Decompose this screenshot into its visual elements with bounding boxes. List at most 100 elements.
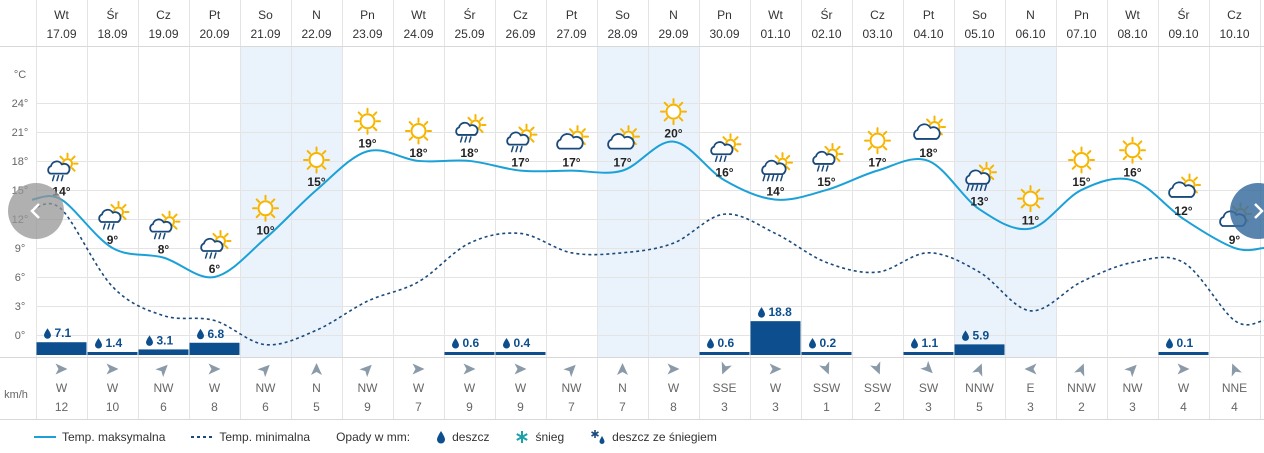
sun-ray [1181,176,1186,182]
sun-ray [270,198,276,203]
wind-arrow-shape [412,363,425,375]
sun-ray [722,136,727,141]
sun-ray [224,232,229,238]
raindrop-icon [758,307,765,318]
wind-speed: 5 [976,400,983,414]
sun-ray [530,138,535,143]
day-date: 03.10 [862,27,892,41]
wind-direction: W [464,381,476,395]
tmax-label: 6° [209,262,221,276]
wind-arrow-icon [920,360,933,374]
sun-disc [1073,151,1090,168]
sun-disc [1022,190,1039,207]
sun-icon [252,194,279,222]
sun-ray [122,215,127,221]
wind-arrow-icon [514,363,527,375]
rain-snow-icon [591,429,605,444]
day-name: Śr [1178,7,1190,22]
day-date: 07.10 [1066,27,1096,41]
tmax-label: 18° [409,146,427,160]
tmax-label: 10° [256,223,274,237]
rain-streak [519,145,523,153]
wind-arrow-shape [1074,363,1085,377]
sun-ray [1137,155,1143,161]
day-name: Pt [566,8,578,22]
legend-tmax-label: Temp. maksymalna [62,429,166,444]
day-date: 24.09 [403,27,433,41]
sun-ray [255,198,261,203]
wind-arrow-shape [617,363,628,375]
legend-tmax-swatch [34,435,56,438]
wind-unit-label: km/h [4,389,28,401]
rain-streak [162,232,166,240]
sun-ray [632,128,637,133]
legend-snow: śnieg [515,430,564,444]
wind-arrow-icon [721,361,732,375]
day-name: Wt [768,8,783,22]
sun-ray [734,147,739,153]
rain-streak [719,155,723,163]
sun-disc [869,132,886,149]
rain-streak [766,174,770,182]
day-date: 20.09 [199,27,229,41]
y-tick-label: 9° [15,243,26,255]
sun-cloud-icon [913,115,946,140]
wind-arrow-shape [463,363,476,375]
raindrop-icon [44,328,51,339]
cloud-shape [200,237,224,252]
sun-ray [479,128,484,134]
sun-shape [1017,185,1044,213]
prev-button[interactable] [8,183,64,239]
sun-ray [867,145,873,151]
rain-streak [762,174,766,182]
rain-streak [970,184,974,192]
sun-icon [405,117,432,145]
cloud-shape [455,121,479,136]
y-tick-label: 21° [12,127,29,139]
tmax-label: 13° [970,194,988,208]
sun-ray [836,157,841,163]
wind-arrow-icon [1231,363,1242,377]
precip-bar [954,344,1005,355]
wind-arrow-icon [563,364,576,378]
y-tick-label: 3° [15,301,26,313]
sun-ray [1137,140,1143,145]
tmax-label: 14° [766,185,784,199]
sun-icon [303,146,330,174]
rain-streak [468,136,472,143]
day-date: 17.09 [46,27,76,41]
wind-speed: 3 [925,400,932,414]
sun-ray [306,150,312,155]
wind-direction: NW [1123,381,1144,395]
rain-streak [771,174,775,182]
wind-arrow-icon [769,363,782,375]
wind-arrow-icon [359,364,372,378]
wind-direction: W [107,381,119,395]
precip-value: 0.1 [1177,336,1194,350]
raindrop-icon [911,338,918,349]
wind-arrow-shape [972,363,983,377]
sun-ray [357,111,363,116]
sun-icon [864,127,891,155]
legend-snow-label: śnieg [535,429,565,444]
sun-disc [308,151,325,168]
sun-ray [1122,140,1128,145]
wind-arrow-shape [155,364,168,378]
wind-arrow-shape [721,361,732,375]
precip-value: 0.4 [514,336,531,350]
wind-arrow-shape [55,363,68,375]
legend-mixed-label: deszcz ze śniegiem [612,429,717,444]
sun-ray [978,164,984,170]
sun-cloud-rain-icon [98,200,130,230]
rain-streak [204,252,208,259]
day-name: Śr [821,7,833,22]
sun-shape [660,98,687,126]
rain-streak [780,174,784,182]
rain-streak [816,165,820,172]
weekend-shade [597,46,648,358]
wind-speed: 7 [568,400,575,414]
sun-ray [1035,203,1041,209]
precip-value: 5.9 [973,328,990,342]
day-date: 29.09 [658,27,688,41]
wind-arrow-shape [769,363,782,375]
